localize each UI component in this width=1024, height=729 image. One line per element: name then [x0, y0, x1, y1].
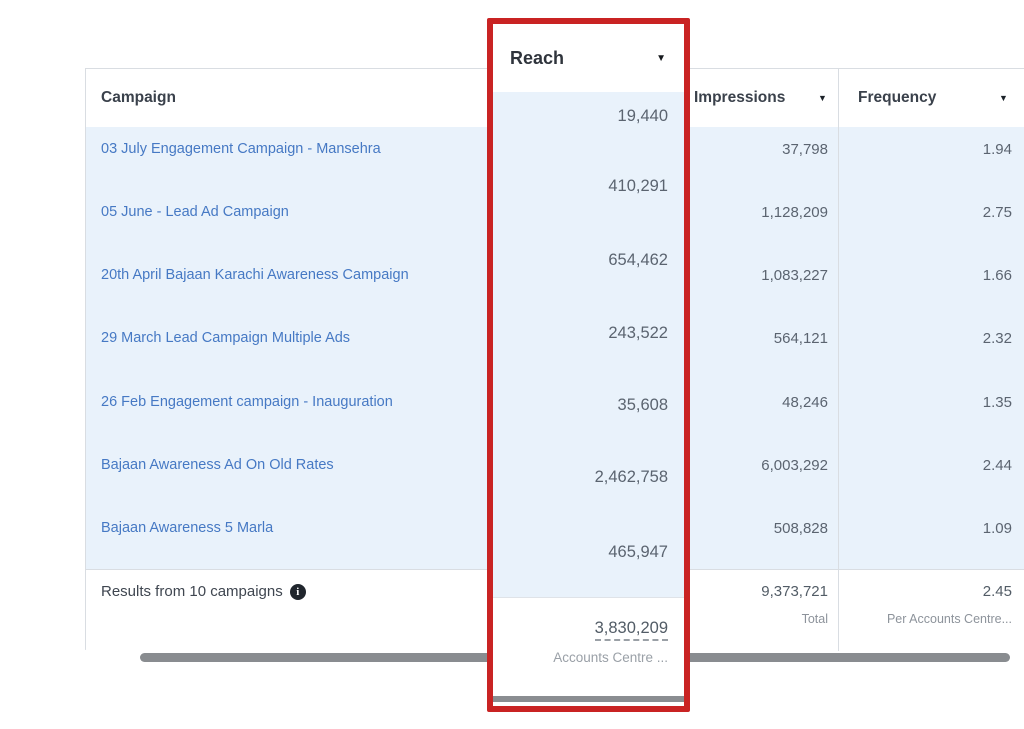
impressions-value: 1,128,209 [761, 204, 828, 222]
table-row: 20th April Bajaan Karachi Awareness Camp… [86, 253, 1024, 316]
impressions-value: 508,828 [773, 519, 828, 537]
reach-value: 410,291 [608, 177, 668, 195]
campaign-link[interactable]: Bajaan Awareness Ad On Old Rates [101, 456, 334, 473]
impressions-total-value: 9,373,721 [761, 583, 828, 600]
frequency-value: 2.44 [982, 456, 1012, 474]
frequency-value: 1.94 [982, 141, 1012, 158]
reach-column-header-label: Reach [510, 47, 565, 68]
frequency-value: 1.35 [982, 393, 1012, 411]
campaign-column-header: Campaign [101, 89, 176, 106]
impressions-total-label: Total [801, 612, 828, 626]
table-row: Bajaan Awareness 5 Marla 508,828 1.09 [86, 506, 1024, 569]
table-row: 03 July Engagement Campaign - Mansehra 3… [86, 127, 1024, 190]
table-row: 05 June - Lead Ad Campaign 1,128,209 2.7… [86, 190, 1024, 253]
frequency-total-cell: 2.45 Per Accounts Centre... [887, 582, 1012, 628]
impressions-sort-caret-icon[interactable]: ▼ [818, 93, 827, 103]
reach-total-label: Accounts Centre ... [553, 650, 668, 665]
table-row: 29 March Lead Campaign Multiple Ads 564,… [86, 316, 1024, 379]
campaign-link[interactable]: 26 Feb Engagement campaign - Inauguratio… [101, 393, 393, 410]
reach-value: 465,947 [608, 543, 668, 561]
reach-value: 243,522 [608, 324, 668, 342]
impressions-value: 6,003,292 [761, 456, 828, 474]
reach-value: 35,608 [617, 396, 668, 414]
reach-overlay-scrollbar-fragment [493, 696, 684, 702]
impressions-total-cell: 9,373,721 Total [761, 582, 828, 628]
frequency-sort-caret-icon[interactable]: ▼ [999, 93, 1008, 103]
frequency-total-value: 2.45 [982, 583, 1012, 600]
frequency-value: 2.75 [982, 204, 1012, 222]
reach-total-value[interactable]: 3,830,209 [594, 618, 668, 641]
campaign-link[interactable]: 29 March Lead Campaign Multiple Ads [101, 330, 351, 347]
campaign-link[interactable]: 20th April Bajaan Karachi Awareness Camp… [101, 267, 409, 284]
reach-value: 654,462 [608, 251, 668, 269]
frequency-total-label: Per Accounts Centre... [886, 612, 1012, 626]
table-row: Bajaan Awareness Ad On Old Rates 6,003,2… [86, 443, 1024, 506]
campaign-link[interactable]: Bajaan Awareness 5 Marla [101, 519, 274, 536]
column-divider [838, 69, 839, 651]
impressions-value: 37,798 [782, 141, 828, 158]
frequency-value: 2.32 [982, 330, 1012, 348]
reach-sort-caret-icon[interactable]: ▼ [656, 52, 666, 64]
reach-column-annotation-box: Reach ▼ 19,440 410,291 654,462 243,522 3… [487, 18, 690, 712]
impressions-value: 48,246 [782, 393, 828, 411]
frequency-column-header[interactable]: Frequency [858, 89, 937, 106]
frequency-value: 1.09 [982, 519, 1012, 537]
impressions-value: 1,083,227 [761, 267, 828, 285]
info-icon[interactable]: i [289, 584, 306, 600]
reach-value: 19,440 [617, 107, 668, 125]
reach-value: 2,462,758 [594, 468, 668, 486]
impressions-column-header[interactable]: Impressions [694, 89, 786, 106]
frequency-value: 1.66 [982, 267, 1012, 285]
results-summary: Results from 10 campaigns i [101, 582, 306, 602]
results-summary-label: Results from 10 campaigns [101, 583, 283, 600]
impressions-value: 564,121 [773, 330, 828, 348]
campaign-link[interactable]: 03 July Engagement Campaign - Mansehra [101, 141, 381, 157]
campaign-link[interactable]: 05 June - Lead Ad Campaign [101, 204, 289, 221]
table-row: 26 Feb Engagement campaign - Inauguratio… [86, 380, 1024, 443]
reach-column-header[interactable]: Reach ▼ [493, 24, 684, 92]
reach-column-body [493, 92, 684, 598]
